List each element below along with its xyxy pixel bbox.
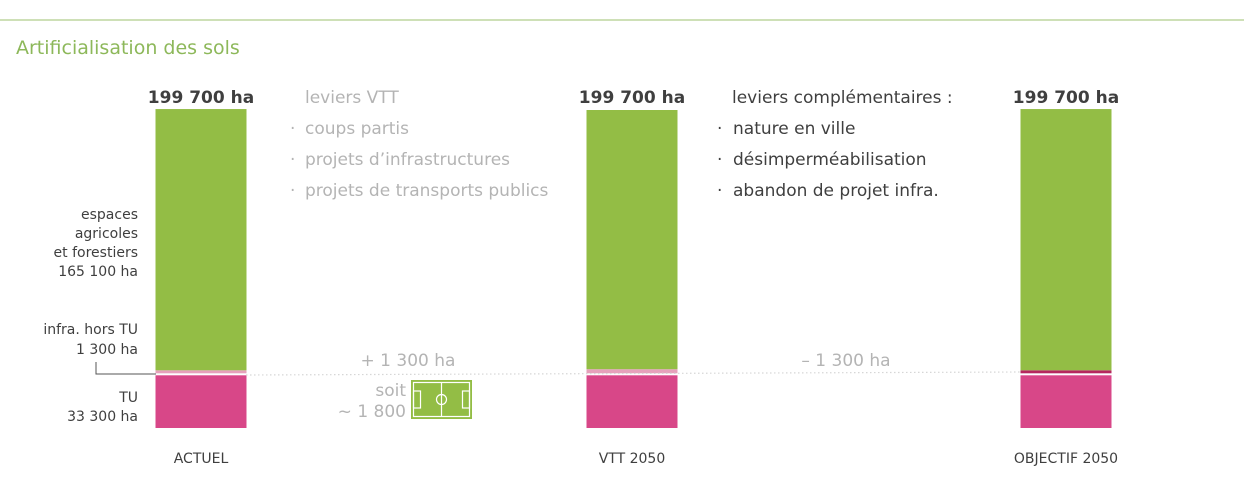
side-label-agri: et forestiers — [54, 245, 138, 261]
side-label-agri: espaces — [81, 207, 138, 223]
bar-segment-tu — [155, 375, 247, 428]
levers-vtt-bullet: · — [290, 181, 295, 201]
levers-complementary-heading: leviers complémentaires : — [732, 88, 953, 108]
total-label-actuel: 199 700 ha — [148, 88, 254, 108]
levers-complementary-bullet: · — [717, 119, 722, 139]
levers-vtt-item: projets de transports publics — [305, 181, 549, 201]
levers-vtt-item: coups partis — [305, 119, 409, 139]
football-pitch-icon — [411, 380, 472, 419]
delta-vtt: + 1 300 ha — [361, 351, 456, 371]
side-label-tu: TU — [118, 390, 138, 406]
category-label-objectif-2050: OBJECTIF 2050 — [1014, 451, 1118, 467]
total-label-vtt-2050: 199 700 ha — [579, 88, 685, 108]
levers-vtt-bullet: · — [290, 150, 295, 170]
bar-segment-tu — [1020, 375, 1112, 428]
bar-segment-tu — [586, 375, 678, 428]
bar-segment-agri — [1020, 109, 1112, 371]
side-label-tu-value: 33 300 ha — [67, 409, 138, 425]
levers-vtt-item: projets d’infrastructures — [305, 150, 510, 170]
levers-complementary-bullet: · — [717, 150, 722, 170]
levers-complementary-bullet: · — [717, 181, 722, 201]
side-label-infra-value: 1 300 ha — [76, 342, 138, 358]
bars-layer — [155, 109, 1112, 428]
levers-complementary-item: désimperméabilisation — [733, 150, 927, 170]
side-label-infra: infra. hors TU — [43, 322, 138, 338]
delta-objectif: – 1 300 ha — [801, 351, 890, 371]
equivalence-text: soit — [375, 381, 406, 401]
chart-title: Artificialisation des sols — [16, 37, 240, 59]
levers-vtt-bullet: · — [290, 119, 295, 139]
equivalence-count: ~ 1 800 — [338, 402, 406, 422]
levers-complementary-item: abandon de projet infra. — [733, 181, 939, 201]
bar-segment-agri — [155, 109, 247, 371]
category-label-actuel: ACTUEL — [174, 451, 229, 467]
infra-leader-line — [95, 362, 156, 375]
dotted-connector — [245, 371, 1023, 376]
total-label-objectif-2050: 199 700 ha — [1013, 88, 1119, 108]
bar-segment-agri — [586, 110, 678, 370]
side-label-agri-value: 165 100 ha — [58, 264, 138, 280]
levers-complementary-item: nature en ville — [733, 119, 855, 139]
bar-segment-infra — [586, 369, 678, 374]
bar-segment-infra — [155, 370, 247, 374]
category-label-vtt-2050: VTT 2050 — [599, 451, 666, 467]
bar-segment-infra — [1020, 370, 1112, 374]
side-label-agri: agricoles — [75, 226, 138, 242]
levers-vtt-heading: leviers VTT — [305, 88, 399, 108]
